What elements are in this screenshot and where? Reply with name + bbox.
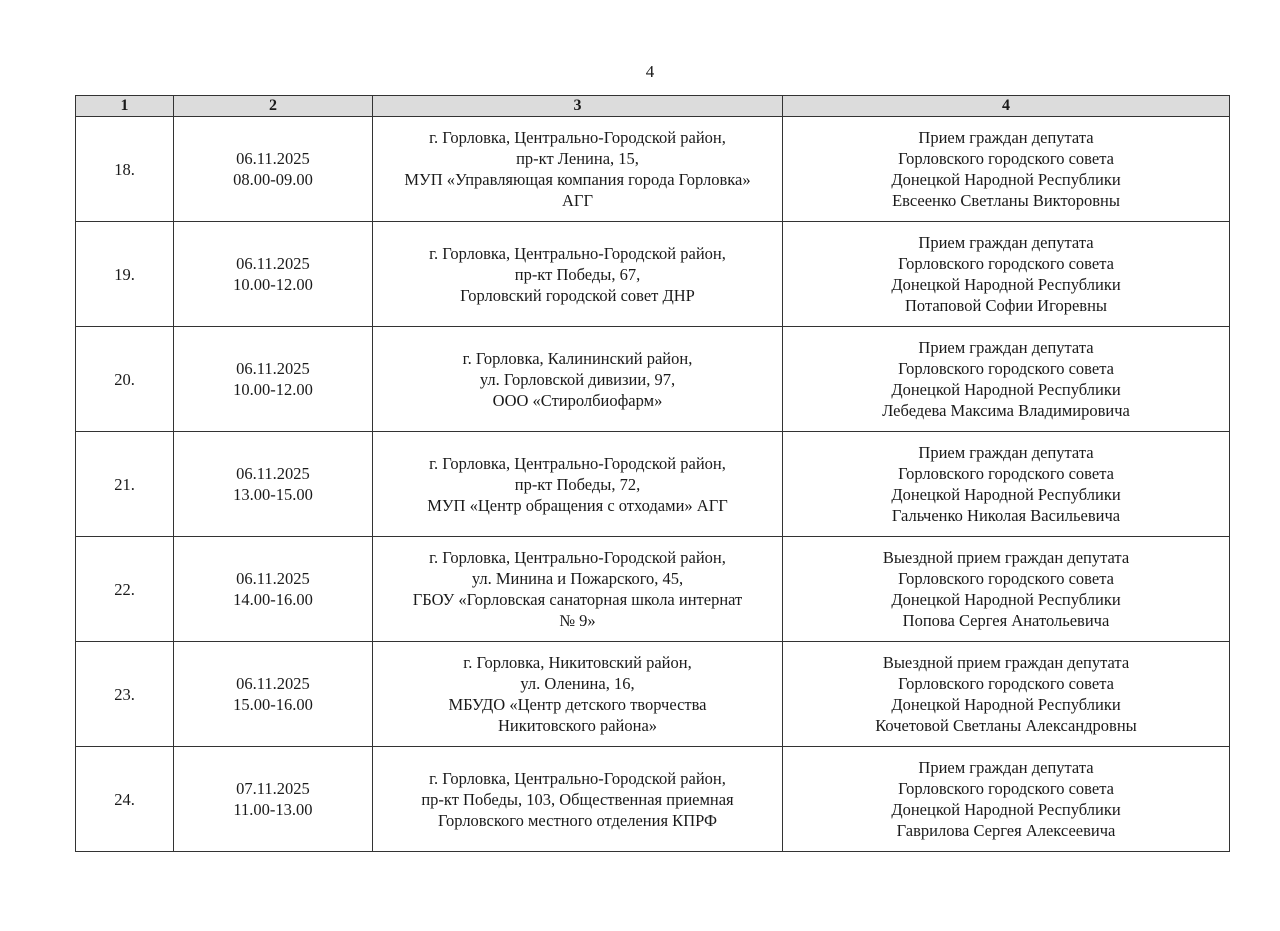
- datetime-cell: 06.11.2025 13.00-15.00: [173, 431, 373, 537]
- location-cell: г. Горловка, Центрально-Городской район,…: [372, 746, 783, 852]
- event-cell: Прием граждан депутата Горловского город…: [782, 326, 1230, 432]
- datetime-cell: 06.11.2025 10.00-12.00: [173, 326, 373, 432]
- datetime-cell: 06.11.2025 08.00-09.00: [173, 116, 373, 222]
- table-row: 22. 06.11.2025 14.00-16.00 г. Горловка, Це…: [75, 536, 1230, 642]
- row-number-cell: 18.: [75, 116, 174, 222]
- event-cell: Прием граждан депутата Горловского город…: [782, 746, 1230, 852]
- column-header: 3: [372, 95, 783, 117]
- event-cell: Выездной прием граждан депутата Горловск…: [782, 536, 1230, 642]
- column-header: 1: [75, 95, 174, 117]
- datetime-cell: 06.11.2025 14.00-16.00: [173, 536, 373, 642]
- location-cell: г. Горловка, Центрально-Городской район,…: [372, 116, 783, 222]
- table-row: 23. 06.11.2025 15.00-16.00 г. Горловка, Ни…: [75, 641, 1230, 747]
- location-cell: г. Горловка, Центрально-Городской район,…: [372, 536, 783, 642]
- location-cell: г. Горловка, Калининский район, ул. Горл…: [372, 326, 783, 432]
- event-cell: Прием граждан депутата Горловского город…: [782, 221, 1230, 327]
- row-number-cell: 21.: [75, 431, 174, 537]
- datetime-cell: 06.11.2025 15.00-16.00: [173, 641, 373, 747]
- datetime-cell: 06.11.2025 10.00-12.00: [173, 221, 373, 327]
- event-cell: Прием граждан депутата Горловского город…: [782, 431, 1230, 537]
- table-row: 20. 06.11.2025 10.00-12.00 г. Горловка, Ка…: [75, 326, 1230, 432]
- row-number-cell: 22.: [75, 536, 174, 642]
- row-number-cell: 24.: [75, 746, 174, 852]
- table-row: 18. 06.11.2025 08.00-09.00 г. Горловка, Це…: [75, 116, 1230, 222]
- location-cell: г. Горловка, Центрально-Городской район,…: [372, 431, 783, 537]
- column-header: 4: [782, 95, 1230, 117]
- location-cell: г. Горловка, Центрально-Городской район,…: [372, 221, 783, 327]
- row-number-cell: 23.: [75, 641, 174, 747]
- page-number: 4: [645, 62, 655, 81]
- row-number-cell: 19.: [75, 221, 174, 327]
- row-number-cell: 20.: [75, 326, 174, 432]
- location-cell: г. Горловка, Никитовский район, ул. Олен…: [372, 641, 783, 747]
- event-cell: Прием граждан депутата Горловского город…: [782, 116, 1230, 222]
- table-row: 24. 07.11.2025 11.00-13.00 г. Горловка, Це…: [75, 746, 1230, 852]
- datetime-cell: 07.11.2025 11.00-13.00: [173, 746, 373, 852]
- table-row: 19. 06.11.2025 10.00-12.00 г. Горловка, Це…: [75, 221, 1230, 327]
- header-row: 1 2 3 4: [75, 95, 1230, 117]
- schedule-table: 1 2 3 4 18. 06.11.2025 08.00-09.00 г. Горл…: [75, 95, 1230, 852]
- event-cell: Выездной прием граждан депутата Горловск…: [782, 641, 1230, 747]
- table-row: 21. 06.11.2025 13.00-15.00 г. Горловка, Це…: [75, 431, 1230, 537]
- column-header: 2: [173, 95, 373, 117]
